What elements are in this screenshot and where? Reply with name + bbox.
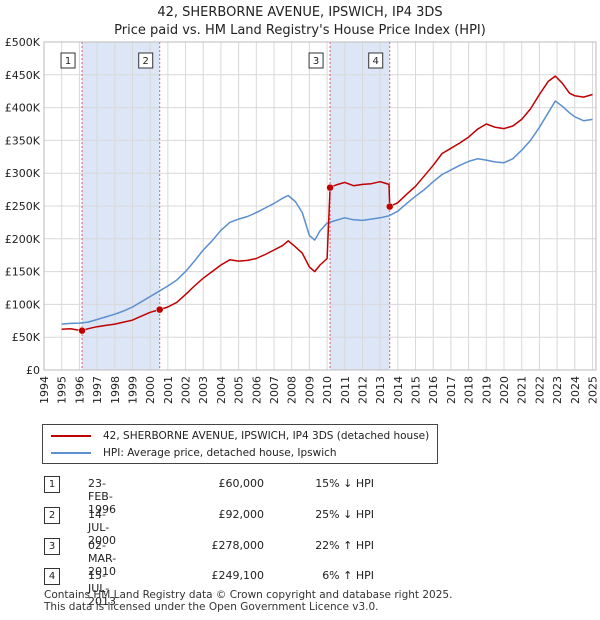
y-tick-label: £0 — [26, 364, 40, 377]
x-tick-label: 2025 — [586, 376, 599, 404]
x-tick-label: 2004 — [215, 376, 228, 404]
x-tick-label: 2022 — [533, 376, 546, 404]
marker-box — [368, 52, 384, 69]
title-line-1: 42, SHERBORNE AVENUE, IPSWICH, IP4 3DS — [157, 5, 443, 20]
x-tick-label: 2013 — [374, 376, 387, 404]
x-tick-label: 2005 — [233, 376, 246, 404]
x-tick-label: 2008 — [286, 376, 299, 404]
x-tick-label: 2011 — [339, 376, 352, 404]
x-tick-label: 1998 — [109, 376, 122, 404]
x-tick-label: 2003 — [197, 376, 210, 404]
x-tick-label: 2014 — [392, 376, 405, 404]
marker-number: 1 — [65, 56, 71, 67]
x-tick-label: 2002 — [180, 376, 193, 404]
x-tick-label: 2019 — [480, 376, 493, 404]
footer: Contains HM Land Registry data © Crown c… — [44, 589, 452, 613]
x-tick-label: 2023 — [551, 376, 564, 404]
transaction-number: 1 — [44, 476, 60, 493]
y-tick-label: £300K — [5, 167, 41, 180]
transaction-price: £278,000 — [211, 539, 265, 552]
x-tick-label: 2020 — [498, 376, 511, 404]
marker-number: 3 — [313, 56, 319, 67]
x-tick-label: 2018 — [463, 376, 476, 404]
sale-point — [385, 202, 394, 211]
series-line-hpi — [61, 100, 593, 325]
x-tick-label: 2009 — [303, 376, 316, 404]
transaction-price: £249,100 — [211, 569, 265, 582]
transaction-number: 3 — [44, 538, 60, 555]
legend-label-property: 42, SHERBORNE AVENUE, IPSWICH, IP4 3DS (… — [103, 430, 430, 442]
legend: 42, SHERBORNE AVENUE, IPSWICH, IP4 3DS (… — [42, 424, 438, 464]
y-tick-label: £100K — [5, 298, 41, 311]
y-tick-label: £450K — [5, 69, 41, 82]
x-tick-label: 2000 — [144, 376, 157, 404]
x-tick-label: 1996 — [73, 376, 86, 404]
x-tick-label: 2017 — [445, 376, 458, 404]
sale-point — [78, 326, 86, 335]
x-tick-label: 2001 — [162, 376, 175, 404]
x-tick-label: 2015 — [410, 376, 423, 404]
transaction-hpi-diff: 15% ↓ HPI — [315, 477, 374, 490]
transaction-hpi-diff: 6% ↑ HPI — [322, 569, 374, 582]
legend-item-property: 42, SHERBORNE AVENUE, IPSWICH, IP4 3DS (… — [51, 430, 429, 442]
y-tick-label: £50K — [12, 331, 41, 344]
legend-swatch-property — [51, 435, 91, 437]
transaction-date: 14-JUL-2000 — [88, 508, 116, 547]
sale-point — [326, 183, 334, 192]
marker-box — [60, 52, 76, 69]
transaction-date: 02-MAR-2010 — [88, 539, 117, 578]
series-line-property — [61, 75, 593, 332]
marker-number: 2 — [143, 56, 149, 67]
chart-title: 42, SHERBORNE AVENUE, IPSWICH, IP4 3DS P… — [0, 4, 600, 40]
x-tick-label: 1997 — [91, 376, 104, 404]
y-tick-label: £200K — [5, 233, 41, 246]
plot-frame — [43, 41, 597, 371]
transaction-price: £92,000 — [218, 508, 265, 521]
legend-swatch-hpi — [51, 452, 91, 454]
marker-box — [308, 52, 324, 69]
transaction-hpi-diff: 22% ↑ HPI — [315, 539, 374, 552]
footer-licence: This data is licensed under the Open Gov… — [44, 601, 379, 613]
legend-label-hpi: HPI: Average price, detached house, Ipsw… — [103, 447, 337, 459]
marker-box — [138, 52, 154, 69]
transaction-number: 2 — [44, 507, 60, 524]
transaction-price: £60,000 — [218, 477, 265, 490]
legend-item-hpi: HPI: Average price, detached house, Ipsw… — [51, 447, 337, 459]
x-tick-label: 2010 — [321, 376, 334, 404]
y-tick-label: £350K — [5, 134, 41, 147]
x-tick-label: 2021 — [516, 376, 529, 404]
x-tick-label: 2007 — [268, 376, 281, 404]
y-tick-label: £400K — [5, 102, 41, 115]
y-tick-label: £150K — [5, 266, 41, 279]
transaction-hpi-diff: 25% ↓ HPI — [315, 508, 374, 521]
transaction-date: 15-JUL-2013 — [88, 569, 116, 608]
transaction-number: 4 — [44, 568, 60, 585]
y-tick-label: £250K — [5, 200, 41, 213]
x-tick-label: 2024 — [569, 376, 582, 404]
price-chart: £0 £50K £100K £150K £200K £250K £300K £350K £400… — [5, 36, 600, 404]
x-tick-label: 1994 — [38, 376, 51, 404]
transaction-date: 23-FEB-1996 — [88, 477, 116, 516]
footer-copyright: Contains HM Land Registry data © Crown c… — [44, 589, 453, 601]
sale-point — [155, 305, 164, 314]
x-tick-label: 2006 — [250, 376, 263, 404]
x-tick-label: 2012 — [356, 376, 369, 404]
title-line-2: Price paid vs. HM Land Registry's House … — [114, 23, 486, 38]
x-tick-label: 2016 — [427, 376, 440, 404]
marker-number: 4 — [373, 56, 379, 67]
x-tick-label: 1995 — [56, 376, 69, 404]
x-tick-label: 1999 — [126, 376, 139, 404]
y-tick-label: £500K — [5, 36, 41, 49]
